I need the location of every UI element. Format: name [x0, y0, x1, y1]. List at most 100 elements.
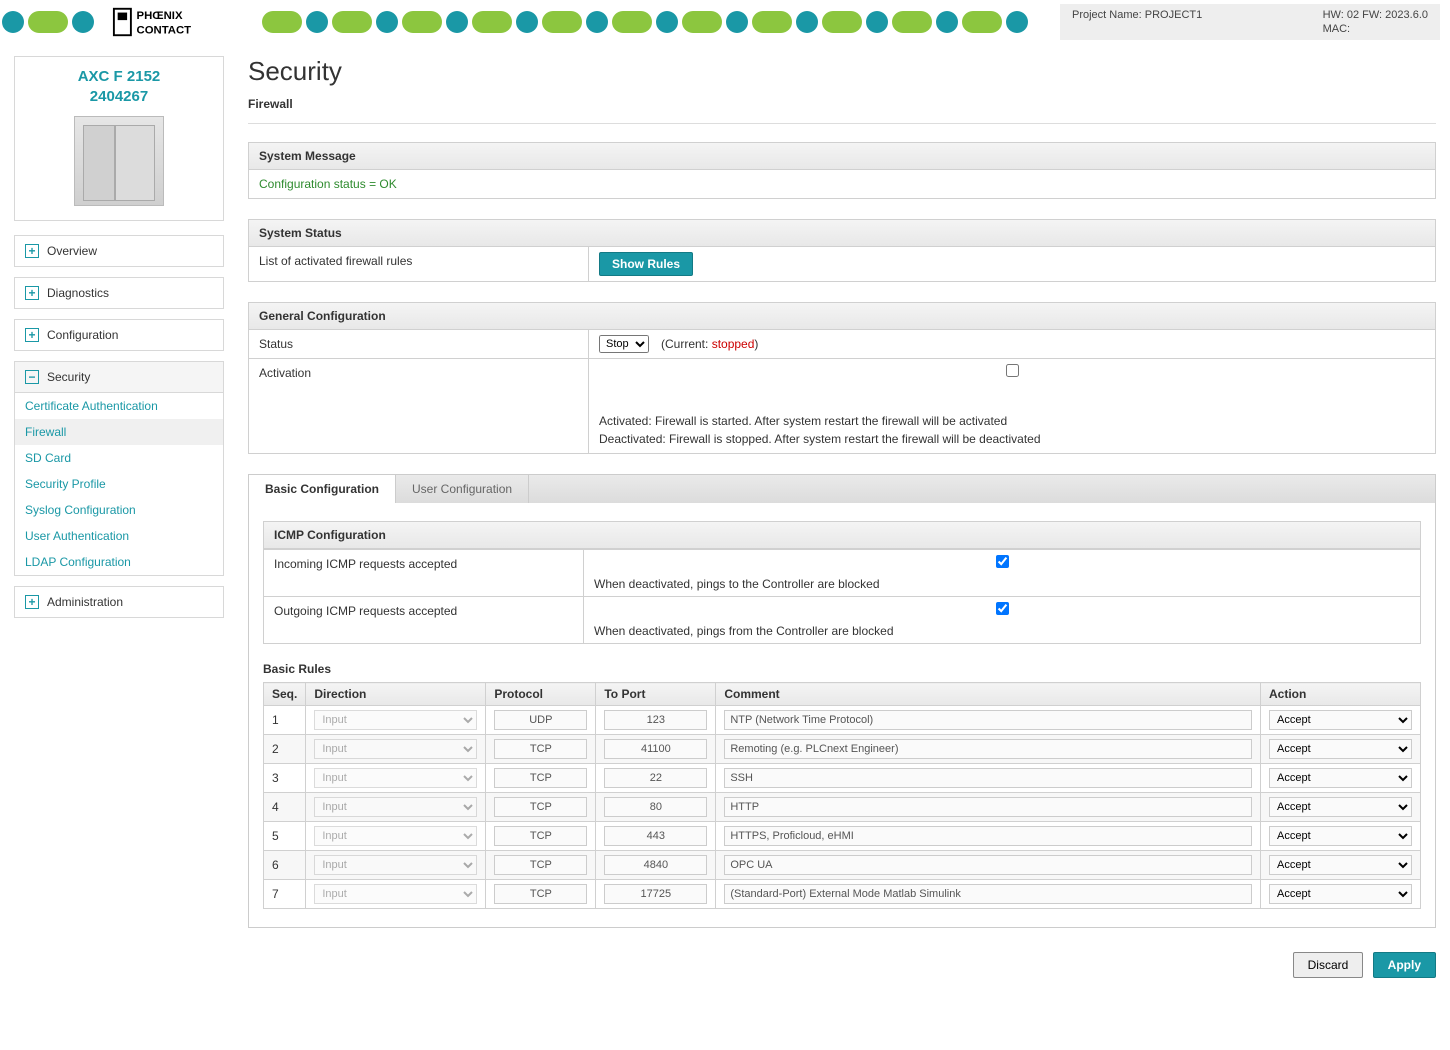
note-activated: Activated: Firewall is started. After sy…: [599, 412, 1425, 430]
col-comment: Comment: [716, 683, 1261, 706]
device-card: AXC F 2152 2404267: [14, 56, 224, 221]
cell-seq: 5: [264, 822, 306, 851]
port-input[interactable]: [604, 739, 707, 759]
subnav-sd-card[interactable]: SD Card: [15, 445, 223, 471]
comment-input[interactable]: [724, 826, 1252, 846]
protocol-input[interactable]: [494, 884, 587, 904]
sidebar-item-configuration[interactable]: + Configuration: [14, 319, 224, 351]
icmp-out-label: Outgoing ICMP requests accepted: [264, 597, 584, 643]
cell-seq: 1: [264, 706, 306, 735]
subnav-syslog-configuration[interactable]: Syslog Configuration: [15, 497, 223, 523]
protocol-input[interactable]: [494, 710, 587, 730]
col-port: To Port: [596, 683, 716, 706]
direction-select[interactable]: InputOutput: [314, 826, 477, 846]
general-config-header: General Configuration: [249, 303, 1435, 330]
sidebar-item-diagnostics[interactable]: + Diagnostics: [14, 277, 224, 309]
subnav-firewall[interactable]: Firewall: [15, 419, 223, 445]
port-input[interactable]: [604, 710, 707, 730]
protocol-input[interactable]: [494, 768, 587, 788]
icmp-in-hint: When deactivated, pings to the Controlle…: [594, 577, 1410, 591]
subnav-certificate-authentication[interactable]: Certificate Authentication: [15, 393, 223, 419]
plus-icon: +: [25, 244, 39, 258]
fw-label: FW:: [1362, 9, 1382, 21]
note-deactivated: Deactivated: Firewall is stopped. After …: [599, 430, 1425, 448]
status-select[interactable]: StopStart: [599, 335, 649, 353]
tab-basic-configuration[interactable]: Basic Configuration: [249, 475, 396, 503]
icmp-out-hint: When deactivated, pings from the Control…: [594, 624, 1410, 638]
action-select[interactable]: AcceptDropReject: [1269, 797, 1412, 817]
status-label: Status: [249, 330, 589, 358]
action-select[interactable]: AcceptDropReject: [1269, 739, 1412, 759]
comment-input[interactable]: [724, 710, 1252, 730]
system-message-panel: System Message Configuration status = OK: [248, 142, 1436, 199]
sidebar-item-label: Administration: [47, 595, 123, 609]
direction-select[interactable]: InputOutput: [314, 710, 477, 730]
port-input[interactable]: [604, 768, 707, 788]
current-suffix: ): [754, 337, 758, 351]
col-protocol: Protocol: [486, 683, 596, 706]
port-input[interactable]: [604, 855, 707, 875]
table-row: 6InputOutputAcceptDropReject: [264, 851, 1421, 880]
project-info: Project Name: PROJECT1 HW: 02 FW: 2023.6…: [1060, 4, 1440, 40]
action-select[interactable]: AcceptDropReject: [1269, 710, 1412, 730]
brand-text-bottom: CONTACT: [137, 24, 192, 36]
main-content: Security Firewall System Message Configu…: [248, 56, 1436, 978]
show-rules-button[interactable]: Show Rules: [599, 252, 693, 276]
subnav-security-profile[interactable]: Security Profile: [15, 471, 223, 497]
action-select[interactable]: AcceptDropReject: [1269, 884, 1412, 904]
protocol-input[interactable]: [494, 739, 587, 759]
sidebar-item-administration[interactable]: + Administration: [14, 586, 224, 618]
sidebar-item-security[interactable]: − Security: [14, 361, 224, 393]
direction-select[interactable]: InputOutput: [314, 797, 477, 817]
action-select[interactable]: AcceptDropReject: [1269, 768, 1412, 788]
table-row: 2InputOutputAcceptDropReject: [264, 735, 1421, 764]
project-label: Project Name:: [1072, 9, 1142, 21]
cell-seq: 4: [264, 793, 306, 822]
protocol-input[interactable]: [494, 826, 587, 846]
port-input[interactable]: [604, 826, 707, 846]
subnav-ldap-configuration[interactable]: LDAP Configuration: [15, 549, 223, 575]
rules-title: Basic Rules: [263, 662, 1421, 676]
project-value: PROJECT1: [1145, 9, 1202, 21]
comment-input[interactable]: [724, 855, 1252, 875]
current-prefix: (Current:: [661, 337, 712, 351]
brand-text-top: PHŒNIX: [137, 10, 183, 22]
table-row: 7InputOutputAcceptDropReject: [264, 880, 1421, 909]
icmp-in-checkbox[interactable]: [996, 555, 1009, 568]
sidebar-item-label: Diagnostics: [47, 286, 109, 300]
port-input[interactable]: [604, 797, 707, 817]
comment-input[interactable]: [724, 884, 1252, 904]
direction-select[interactable]: InputOutput: [314, 739, 477, 759]
current-value: stopped: [712, 337, 755, 351]
action-select[interactable]: AcceptDropReject: [1269, 855, 1412, 875]
config-tabs: Basic Configuration User Configuration: [248, 474, 1436, 503]
system-status-label: List of activated firewall rules: [249, 247, 589, 281]
icmp-out-checkbox[interactable]: [996, 602, 1009, 615]
col-seq: Seq.: [264, 683, 306, 706]
table-row: 3InputOutputAcceptDropReject: [264, 764, 1421, 793]
activation-checkbox[interactable]: [1006, 364, 1019, 377]
apply-button[interactable]: Apply: [1373, 952, 1436, 978]
system-status-header: System Status: [249, 220, 1435, 247]
tab-user-configuration[interactable]: User Configuration: [396, 475, 529, 503]
port-input[interactable]: [604, 884, 707, 904]
subnav-user-authentication[interactable]: User Authentication: [15, 523, 223, 549]
comment-input[interactable]: [724, 739, 1252, 759]
comment-input[interactable]: [724, 797, 1252, 817]
current-status: (Current: stopped): [661, 337, 758, 351]
direction-select[interactable]: InputOutput: [314, 768, 477, 788]
comment-input[interactable]: [724, 768, 1252, 788]
action-select[interactable]: AcceptDropReject: [1269, 826, 1412, 846]
col-action: Action: [1261, 683, 1421, 706]
system-message-header: System Message: [249, 143, 1435, 170]
sidebar-item-label: Configuration: [47, 328, 118, 342]
direction-select[interactable]: InputOutput: [314, 884, 477, 904]
sidebar: AXC F 2152 2404267 + Overview + Diagnost…: [14, 56, 224, 978]
direction-select[interactable]: InputOutput: [314, 855, 477, 875]
table-row: 5 InputOutput AcceptDropReject: [264, 822, 1421, 851]
protocol-input[interactable]: [494, 855, 587, 875]
rules-table: Seq. Direction Protocol To Port Comment …: [263, 682, 1421, 909]
sidebar-item-overview[interactable]: + Overview: [14, 235, 224, 267]
discard-button[interactable]: Discard: [1293, 952, 1364, 978]
protocol-input[interactable]: [494, 797, 587, 817]
